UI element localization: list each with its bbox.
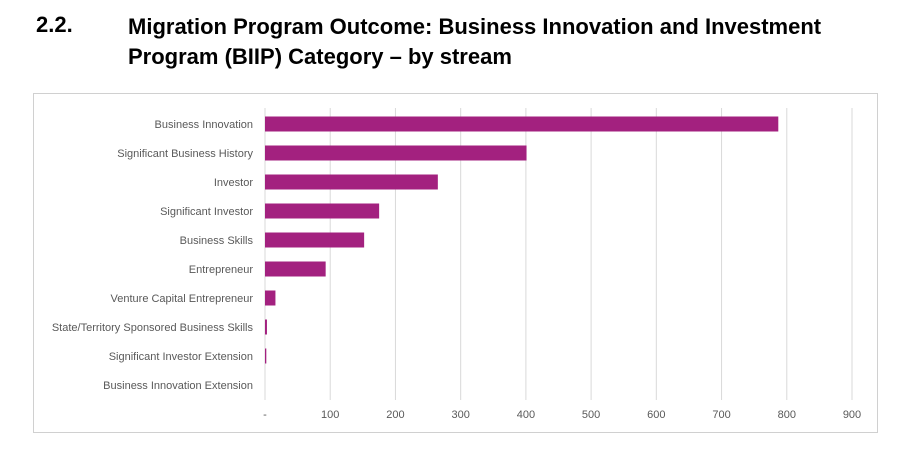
bar: [265, 290, 276, 306]
x-tick-label: 600: [647, 409, 665, 421]
x-tick-label: 300: [451, 409, 469, 421]
category-label: Business Skills: [180, 235, 254, 247]
x-tick-label: 900: [843, 409, 861, 421]
bar: [265, 145, 527, 161]
section-title: Migration Program Outcome: Business Inno…: [128, 14, 822, 69]
bar: [265, 319, 267, 335]
x-tick-label: 800: [778, 409, 796, 421]
bar: [265, 203, 380, 219]
category-label: Investor: [214, 177, 253, 189]
bar: [265, 116, 779, 132]
section-number: 2.2.: [36, 12, 73, 37]
category-label: Venture Capital Entrepreneur: [111, 293, 254, 305]
x-tick-label: 100: [321, 409, 339, 421]
category-label: Business Innovation Extension: [103, 380, 253, 392]
x-tick-label: 700: [712, 409, 730, 421]
bar: [265, 261, 326, 277]
category-label: Significant Business History: [117, 148, 253, 160]
bar: [265, 348, 267, 364]
category-label: Entrepreneur: [189, 264, 254, 276]
bar-chart: - 100 200 300 400 500 600 700 800 900 Business Inn…: [52, 108, 861, 421]
category-label: Significant Investor: [160, 206, 253, 218]
category-label: Significant Investor Extension: [109, 351, 253, 363]
bar: [265, 232, 365, 248]
x-tick-label: 500: [582, 409, 600, 421]
section-heading: 2.2. Migration Program Outcome: Business…: [0, 0, 902, 80]
category-label: State/Territory Sponsored Business Skill…: [52, 322, 254, 334]
category-label: Business Innovation: [155, 119, 253, 131]
bar: [265, 174, 438, 190]
x-tick-label: -: [263, 409, 267, 421]
x-tick-label: 200: [386, 409, 404, 421]
chart-frame: - 100 200 300 400 500 600 700 800 900 Business Inn…: [33, 93, 878, 433]
x-tick-label: 400: [517, 409, 535, 421]
